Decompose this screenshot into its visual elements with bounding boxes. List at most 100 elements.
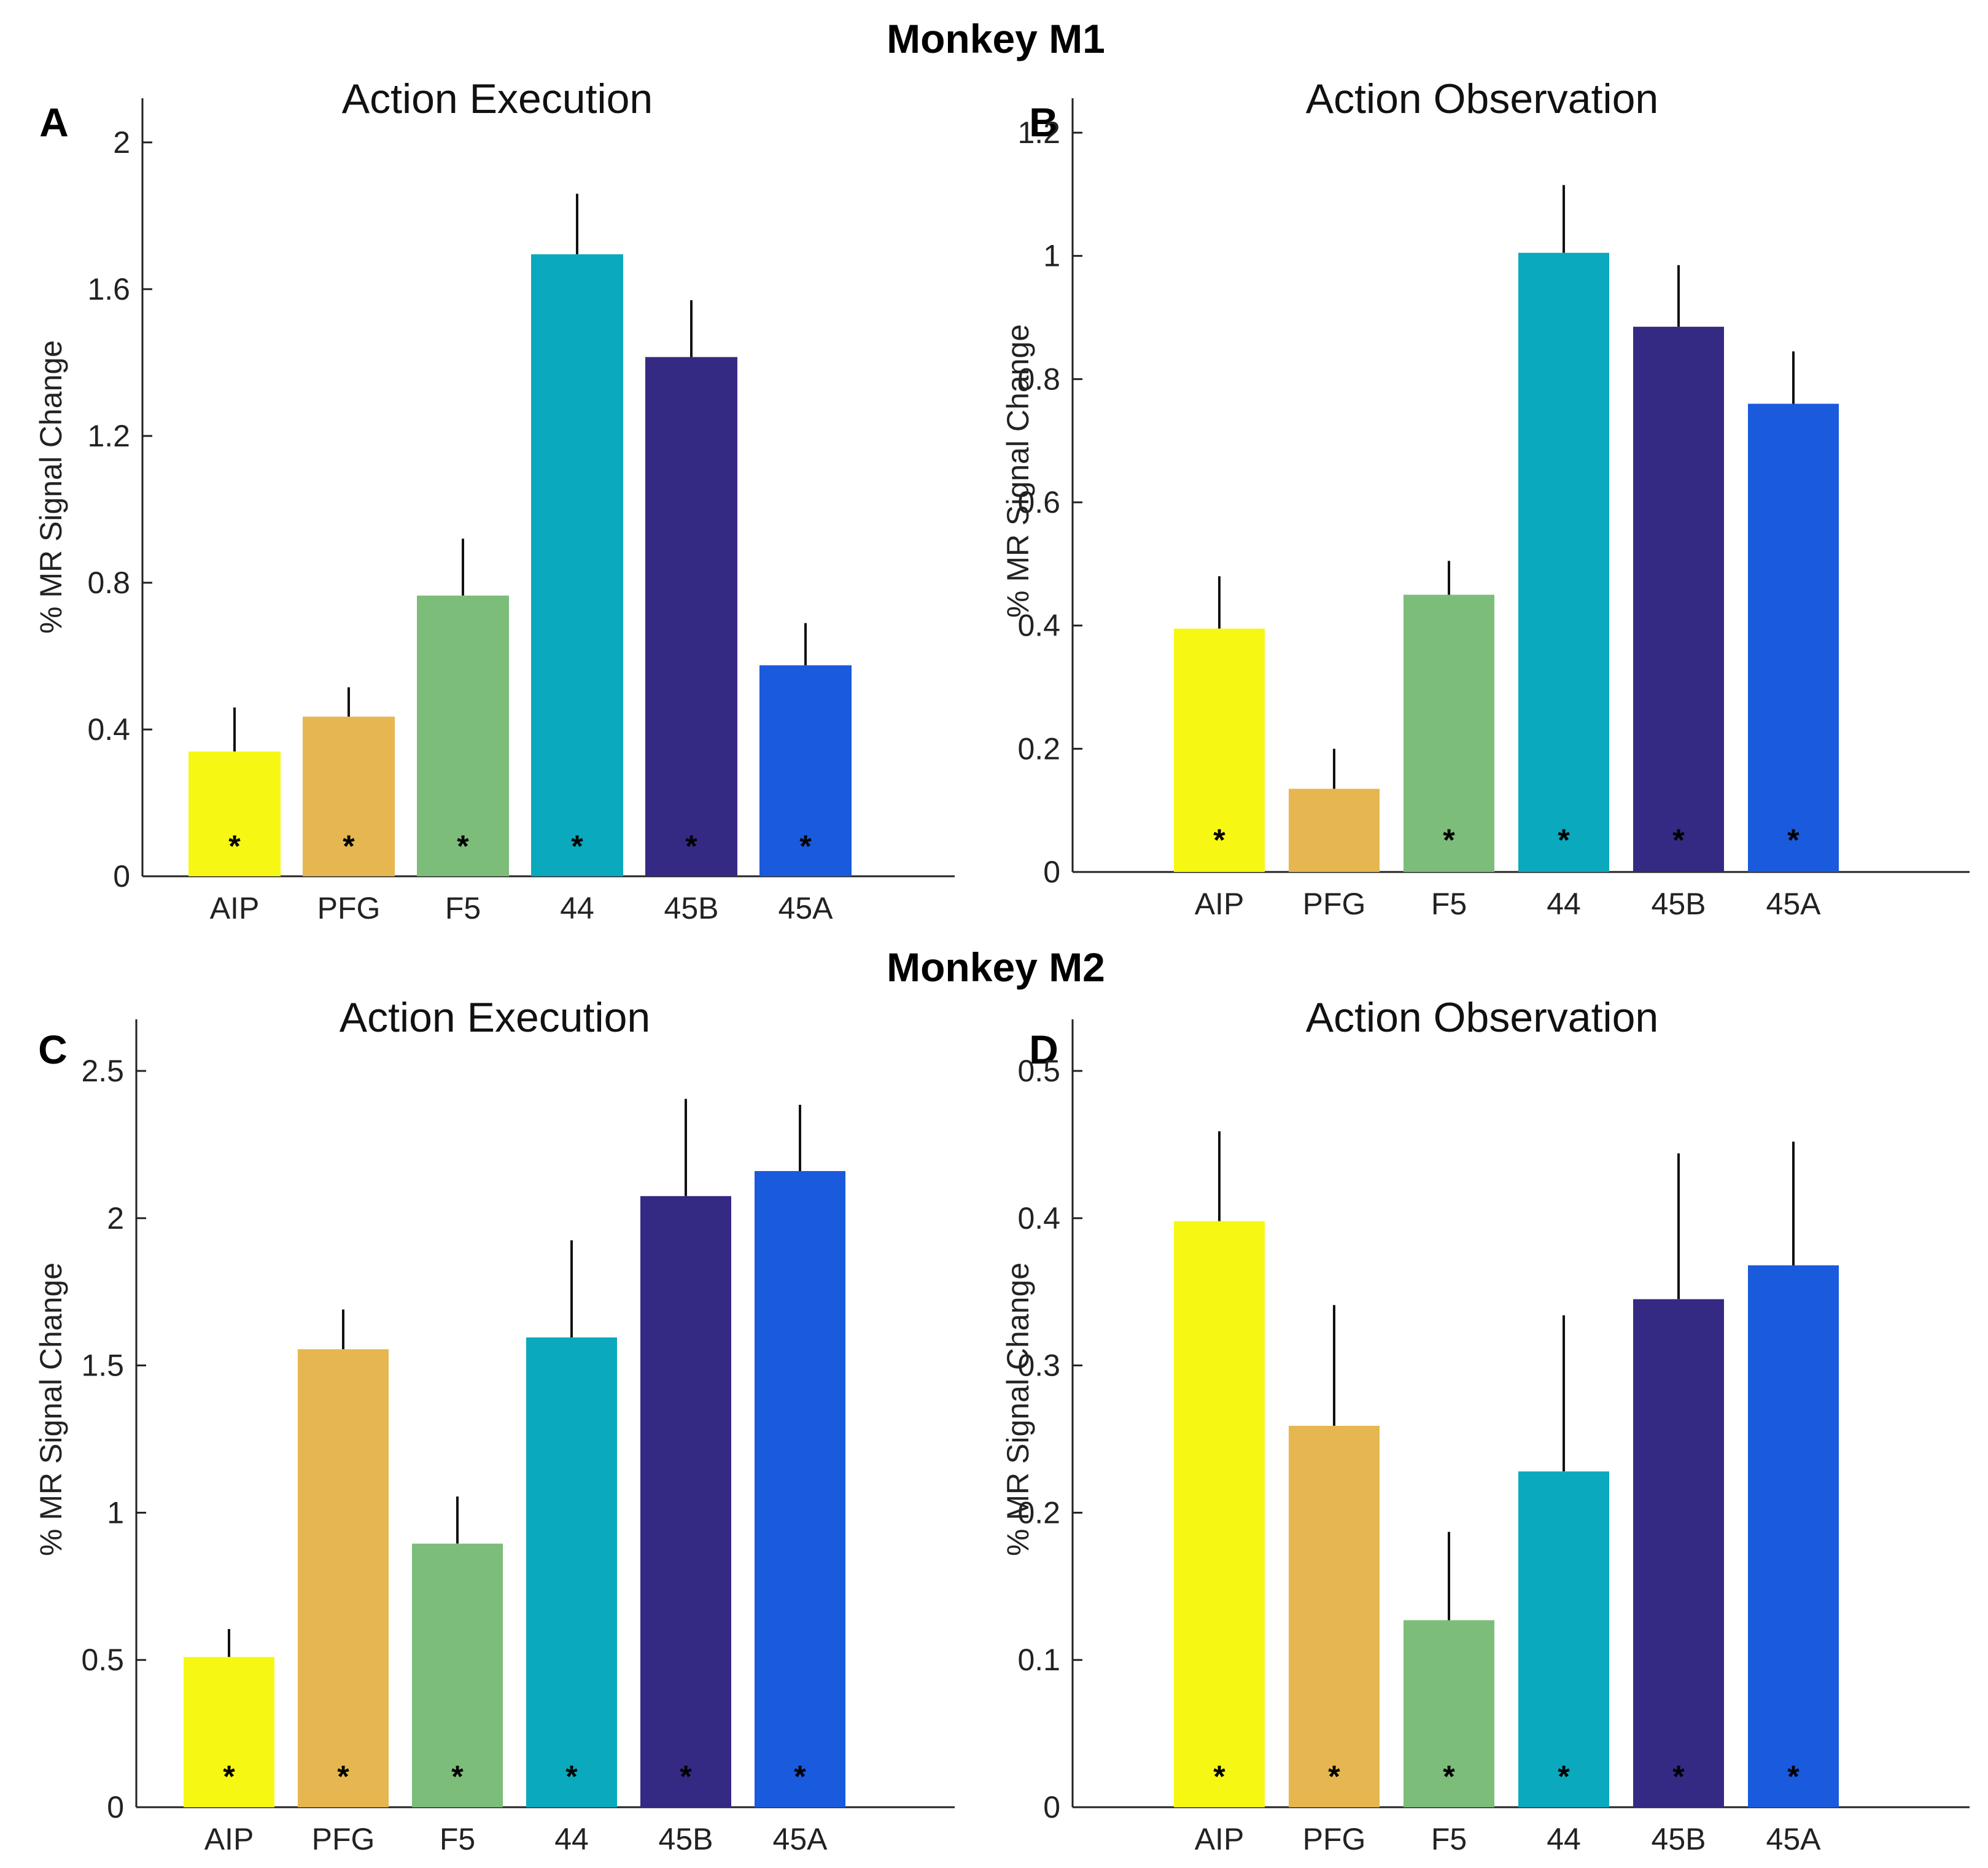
y-axis-label: % MR Signal Change <box>34 1263 68 1556</box>
bar-f5 <box>1404 594 1494 872</box>
y-axis-label: % MR Signal Change <box>1001 324 1035 618</box>
y-tick-label: 0 <box>1043 855 1060 889</box>
y-tick-label: 0.4 <box>1017 609 1060 643</box>
y-axis-label: % MR Signal Change <box>1001 1263 1035 1556</box>
x-tick-label: PFG <box>1303 1822 1366 1856</box>
y-tick-label: 1 <box>1043 239 1060 273</box>
bar-aip <box>188 751 281 876</box>
significance-star: * <box>228 829 241 863</box>
bar-44 <box>1518 1471 1609 1807</box>
significance-star: * <box>1787 1759 1800 1794</box>
x-tick-label: F5 <box>1431 887 1467 921</box>
bar-pfg <box>303 717 395 876</box>
bar-44 <box>526 1337 617 1807</box>
significance-star: * <box>1672 823 1685 857</box>
significance-star: * <box>1558 1759 1570 1794</box>
panel-title: Action Observation <box>1306 994 1659 1041</box>
x-tick-label: 44 <box>1547 1822 1581 1856</box>
y-tick-label: 1.6 <box>87 272 130 306</box>
panel-b: Action Observation B % MR Signal Change 0 0.… <box>1001 76 1970 921</box>
x-tick-label: 45B <box>664 891 719 925</box>
monkey-m1-title: Monkey M1 <box>887 16 1105 61</box>
panel-letter: A <box>39 99 69 145</box>
x-tick-label: PFG <box>317 891 381 925</box>
y-tick-label: 0.5 <box>81 1643 124 1677</box>
significance-star: * <box>457 829 469 863</box>
bar-45b <box>640 1196 731 1807</box>
x-tick-label: 45A <box>779 891 834 925</box>
panel-title: Action Execution <box>342 76 653 122</box>
bar-45a <box>759 665 852 876</box>
x-tick-label: F5 <box>1431 1822 1467 1856</box>
bar-f5 <box>1404 1620 1494 1807</box>
x-tick-label: 45B <box>1652 1822 1706 1856</box>
significance-star: * <box>1213 823 1225 857</box>
bar-pfg <box>1289 788 1380 872</box>
significance-star: * <box>337 1759 349 1794</box>
significance-star: * <box>451 1759 464 1794</box>
y-tick-label: 0.8 <box>87 566 130 600</box>
x-tick-label: 45B <box>1652 887 1706 921</box>
significance-star: * <box>799 829 812 863</box>
x-tick-label: 44 <box>560 891 594 925</box>
x-tick-label: 45B <box>659 1822 713 1856</box>
y-tick-label: 0.5 <box>1017 1054 1060 1088</box>
y-tick-label: 0.2 <box>1017 731 1060 766</box>
significance-star: * <box>565 1759 578 1794</box>
significance-star: * <box>1558 823 1570 857</box>
x-tick-label: AIP <box>210 891 260 925</box>
bar-45a <box>755 1171 845 1807</box>
significance-star: * <box>1443 1759 1455 1794</box>
significance-star: * <box>571 829 583 863</box>
y-tick-label: 1 <box>107 1495 124 1530</box>
x-tick-label: 44 <box>1547 887 1581 921</box>
x-tick-label: 45A <box>1766 1822 1822 1856</box>
panel-a: Action Execution A % MR Signal Change 0 0.4 0… <box>34 76 955 925</box>
y-tick-label: 0.8 <box>1017 362 1060 396</box>
y-tick-label: 0 <box>1043 1790 1060 1824</box>
significance-star: * <box>1672 1759 1685 1794</box>
significance-star: * <box>680 1759 692 1794</box>
bar-aip <box>1174 1221 1265 1807</box>
y-tick-label: 0.4 <box>87 712 130 747</box>
significance-star: * <box>1787 823 1800 857</box>
bar-45a <box>1748 1265 1839 1807</box>
bar-44 <box>1518 252 1609 872</box>
panel-d: Action Observation D % MR Signal Change 0 0.… <box>1001 994 1970 1856</box>
bar-f5 <box>417 595 509 876</box>
y-tick-label: 0 <box>107 1790 124 1824</box>
significance-star: * <box>1443 823 1455 857</box>
monkey-m2-title: Monkey M2 <box>887 944 1105 990</box>
significance-star: * <box>794 1759 806 1794</box>
panel-letter: C <box>38 1027 68 1072</box>
bar-pfg <box>298 1349 389 1807</box>
panel-title: Action Execution <box>340 994 651 1041</box>
bar-aip <box>184 1657 274 1807</box>
y-axis-label: % MR Signal Change <box>34 340 68 634</box>
x-tick-label: AIP <box>204 1822 254 1856</box>
bar-f5 <box>412 1543 503 1807</box>
chart-panels: Action Execution A % MR Signal Change 0 0.4 0… <box>34 76 1970 1856</box>
bar-44 <box>531 254 623 876</box>
x-tick-label: AIP <box>1195 887 1244 921</box>
bar-aip <box>1174 628 1265 872</box>
significance-star: * <box>1213 1759 1225 1794</box>
y-tick-label: 0.6 <box>1017 485 1060 520</box>
x-tick-label: F5 <box>445 891 481 925</box>
bar-45b <box>645 357 737 876</box>
panel-c: Action Execution C % MR Signal Change 0 0.5 1… <box>34 994 955 1856</box>
panel-title: Action Observation <box>1306 76 1659 122</box>
panel-letter: D <box>1029 1027 1058 1072</box>
y-tick-label: 1.2 <box>1017 115 1060 150</box>
y-tick-label: 2.5 <box>81 1054 124 1088</box>
y-tick-label: 1.5 <box>81 1348 124 1383</box>
y-tick-label: 2 <box>113 125 130 160</box>
panel-letter: B <box>1029 99 1058 145</box>
x-tick-label: AIP <box>1195 1822 1244 1856</box>
x-tick-label: PFG <box>312 1822 375 1856</box>
bar-45b <box>1633 1299 1724 1807</box>
y-tick-label: 0.1 <box>1017 1643 1060 1677</box>
significance-star: * <box>685 829 697 863</box>
bar-pfg <box>1289 1425 1380 1807</box>
